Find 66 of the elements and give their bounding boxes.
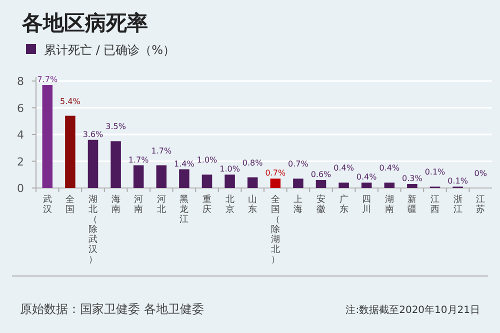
x-tick-label: 北京 [225,194,234,215]
bar [407,184,418,188]
data-label: 0.4% [334,164,354,173]
bar [361,182,372,188]
y-tick-label: 6 [17,102,24,115]
bar [247,177,258,188]
data-label: 0.4% [356,172,378,182]
y-tick-label: 2 [17,155,24,168]
x-tick-label: 江西 [430,194,440,215]
data-label: 1.0% [196,156,218,165]
x-tick-label: 上海 [294,194,303,215]
bar [202,174,212,188]
data-label: 0.4% [379,164,400,173]
bar [156,165,167,188]
bar [293,178,304,188]
x-tick-label: 全国 [66,194,75,215]
data-label: 0.1% [448,176,468,186]
y-tick-label: 0 [17,182,24,195]
chart-title: 各地区病死率 [21,11,148,35]
x-tick-label: 江苏 [476,194,486,215]
bar [42,85,53,188]
bar [133,165,144,188]
data-label: 0.3% [402,174,423,183]
x-tick-label: 河南 [134,194,144,215]
data-label: 0.6% [310,170,332,179]
bar [384,182,395,188]
data-label: 0% [474,169,488,178]
y-tick-label: 4 [17,128,24,142]
bar [65,116,76,188]
x-tick-label: 湖北（除武汉） [88,194,98,265]
x-tick-label: 武汉 [42,194,52,215]
x-tick-label: 新疆 [408,194,417,215]
x-tick-label: 全国（除湖北） [270,194,280,265]
data-label: 1.0% [220,164,240,174]
text: 原始数据：国家卫健委 各地卫健委 [20,302,204,316]
x-tick-label: 黑龙江 [180,194,189,225]
data-label: 5.4% [60,96,81,106]
data-label: 0.7% [288,160,309,169]
text: 注:数据截至2020年10月21日 [346,304,480,316]
data-label: 1.7% [151,146,172,156]
data-label: 0.8% [242,158,264,168]
legend-label: 累计死亡 / 已确诊（%） [44,43,176,57]
data-label: 0.1% [424,168,446,177]
x-tick-label: 浙江 [453,194,462,215]
bar [88,140,98,188]
data-label: 7.7% [37,75,58,84]
x-tick-label: 河北 [156,194,166,215]
bar [338,182,349,188]
x-tick-label: 山东 [248,194,258,215]
bar [224,174,235,188]
x-tick-label: 四川 [362,195,372,215]
x-tick-label: 广东 [339,194,348,215]
data-label: 0.7% [265,168,286,178]
bar [316,180,326,188]
data-label: 3.5% [106,122,126,132]
x-tick-label: 安徽 [316,194,326,215]
x-tick-label: 湖南 [384,194,394,215]
data-label: 1.7% [128,155,150,164]
x-tick-label: 海南 [111,194,120,215]
y-tick-label: 8 [17,75,24,88]
data-label: 1.4% [174,159,195,168]
bar [179,169,190,188]
bar [270,178,281,188]
data-label: 3.6% [82,130,104,139]
bar [110,141,121,188]
x-tick-label: 重庆 [202,194,212,215]
